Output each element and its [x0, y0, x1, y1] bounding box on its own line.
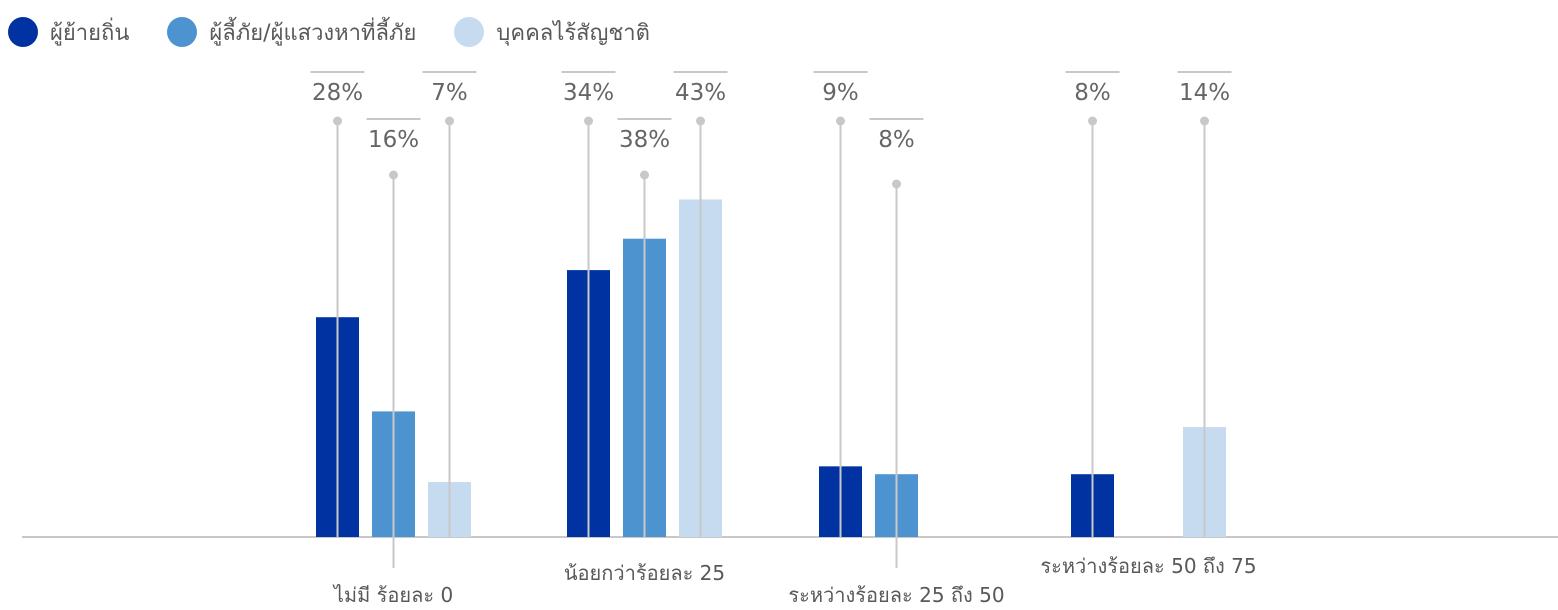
data-label-stateless-2: 43% [675, 80, 726, 106]
legend-label-stateless: บุคคลไร้สัญชาติ [496, 20, 650, 46]
data-label-migrants-4: 8% [1074, 80, 1111, 106]
legend-swatch-stateless [454, 17, 485, 47]
legend-swatch-refugees [167, 17, 198, 47]
leader-dot-refugees-1 [389, 170, 398, 180]
leader-dot-refugees-2 [640, 170, 649, 180]
legend-item-migrants: ผู้ย้ายถิ่น [8, 15, 129, 50]
data-label-migrants-3: 9% [822, 80, 859, 106]
data-label-refugees-3: 8% [878, 127, 915, 153]
leader-dot-migrants-1 [333, 116, 342, 126]
leader-dot-migrants-4 [1088, 116, 1097, 126]
leader-dot-stateless-2 [696, 116, 705, 126]
legend-label-migrants: ผู้ย้ายถิ่น [50, 20, 130, 46]
leader-dot-refugees-3 [892, 179, 901, 189]
data-label-stateless-1: 7% [431, 80, 468, 106]
leader-dot-stateless-1 [445, 116, 454, 126]
legend-swatch-migrants [8, 17, 38, 47]
data-label-refugees-2: 38% [619, 127, 670, 153]
legend-item-refugees: ผู้ลี้ภัย/ผู้แสวงหาที่ลี้ภัย [167, 15, 416, 50]
data-label-stateless-4: 14% [1179, 80, 1230, 106]
category-label-4: ระหว่างร้อยละ 50 ถึง 75 [1040, 554, 1256, 578]
leader-dot-migrants-3 [836, 116, 845, 126]
chart-legend: ผู้ย้ายถิ่น ผู้ลี้ภัย/ผู้แสวงหาที่ลี้ภัย… [8, 14, 688, 50]
category-label-1: ไม่มี ร้อยละ 0 [332, 583, 453, 607]
data-label-migrants-1: 28% [312, 80, 363, 106]
category-label-2: น้อยกว่าร้อยละ 25 [564, 561, 725, 585]
leader-dot-migrants-2 [584, 116, 593, 126]
legend-item-stateless: บุคคลไร้สัญชาติ [454, 15, 650, 50]
data-label-refugees-1: 16% [368, 127, 419, 153]
category-label-3: ระหว่างร้อยละ 25 ถึง 50 [788, 583, 1004, 607]
legend-label-refugees: ผู้ลี้ภัย/ผู้แสวงหาที่ลี้ภัย [209, 20, 417, 46]
data-label-migrants-2: 34% [563, 80, 614, 106]
leader-dot-stateless-4 [1200, 116, 1209, 126]
